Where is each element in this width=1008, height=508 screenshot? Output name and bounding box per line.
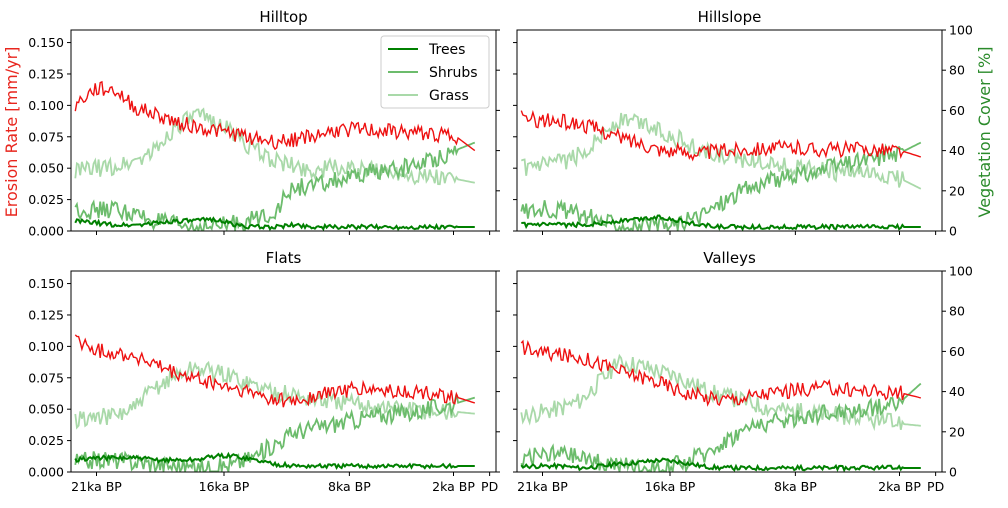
series-line-grass	[520, 353, 921, 432]
plot-frame	[516, 270, 943, 473]
series-line-shrubs	[520, 141, 922, 231]
left-tick-label: 0.075	[28, 370, 64, 385]
left-tick-label: 0.000	[28, 224, 64, 239]
right-tick-label: 40	[949, 384, 965, 399]
x-tick-label: 21ka BP	[71, 479, 122, 494]
legend-label-grass: Grass	[429, 88, 469, 104]
left-tick-label: 0.150	[28, 276, 64, 291]
right-tick-label: 20	[949, 183, 965, 198]
right-tick-label: 20	[949, 424, 965, 439]
series-line-shrubs	[74, 393, 476, 472]
panel-valleys: Valleys 0 20 40 60 80 100 21ka BP 16ka BP 8ka BP 2…	[513, 249, 973, 494]
right-tick-label: 100	[949, 264, 973, 279]
right-tick-label: 60	[949, 103, 965, 118]
right-tick-label: 0	[949, 224, 957, 239]
x-tick-label: 2ka BP	[432, 479, 475, 494]
series-line-grass	[74, 107, 476, 186]
legend-label-shrubs: Shrubs	[429, 65, 478, 81]
left-tick-label: 0.075	[28, 129, 64, 144]
left-tick-label: 0.125	[28, 307, 64, 322]
x-tick-label: PD	[481, 479, 498, 494]
legend-frame	[380, 35, 490, 109]
left-tick-label: 0.100	[28, 339, 64, 354]
right-tick-label: 40	[949, 143, 965, 158]
right-tick-label: 60	[949, 344, 965, 359]
panel-title: Hillslope	[698, 8, 762, 26]
panel-hilltop: Hilltop 0.000 0.025 0.050 0.075 0.100 0.125 0.1…	[28, 8, 500, 239]
series-line-erosion	[74, 80, 476, 152]
plot-frame	[516, 29, 943, 232]
x-tick-label: PD	[927, 479, 944, 494]
series-line-trees	[521, 214, 921, 231]
x-tick-label: 21ka BP	[517, 479, 568, 494]
x-tick-label: 8ka BP	[328, 479, 371, 494]
series-line-shrubs	[74, 141, 476, 231]
x-tick-label: 16ka BP	[199, 479, 250, 494]
panel-title: Hilltop	[259, 8, 307, 26]
x-tick-label: 8ka BP	[774, 479, 817, 494]
panel-title: Flats	[266, 249, 302, 267]
right-tick-label: 80	[949, 63, 965, 78]
plot-frame	[70, 270, 497, 473]
left-tick-label: 0.025	[28, 192, 64, 207]
left-tick-label: 0.050	[28, 402, 64, 417]
left-tick-label: 0.000	[28, 465, 64, 480]
series-line-trees	[74, 216, 475, 231]
x-tick-label: 16ka BP	[645, 479, 696, 494]
series-line-shrubs	[520, 382, 922, 472]
legend-label-trees: Trees	[428, 42, 465, 58]
right-tick-label: 100	[949, 23, 973, 38]
left-tick-label: 0.050	[28, 161, 64, 176]
plot-frame	[70, 29, 497, 232]
left-tick-label: 0.100	[28, 98, 64, 113]
panel-title: Valleys	[703, 249, 756, 267]
series-line-trees	[520, 457, 921, 472]
series-line-erosion	[520, 339, 921, 407]
left-tick-label: 0.025	[28, 433, 64, 448]
series-line-grass	[74, 360, 475, 430]
ylabel-right: Vegetation Cover [%]	[975, 47, 994, 218]
legend: Trees Shrubs Grass	[380, 35, 490, 109]
series-line-erosion	[520, 109, 921, 162]
right-tick-label: 0	[949, 465, 957, 480]
panel-hillslope: Hillslope 0 20 40 60 80 100	[513, 8, 973, 239]
left-tick-label: 0.125	[28, 66, 64, 81]
ylabel-left: Erosion Rate [mm/yr]	[2, 47, 21, 218]
right-tick-label: 80	[949, 304, 965, 319]
series-line-trees	[74, 451, 475, 470]
panel-flats: Flats 0.000 0.025 0.050 0.075 0.100 0.125 0.150…	[28, 249, 500, 494]
left-tick-label: 0.150	[28, 35, 64, 50]
x-tick-label: 2ka BP	[878, 479, 921, 494]
series-line-erosion	[74, 334, 475, 408]
